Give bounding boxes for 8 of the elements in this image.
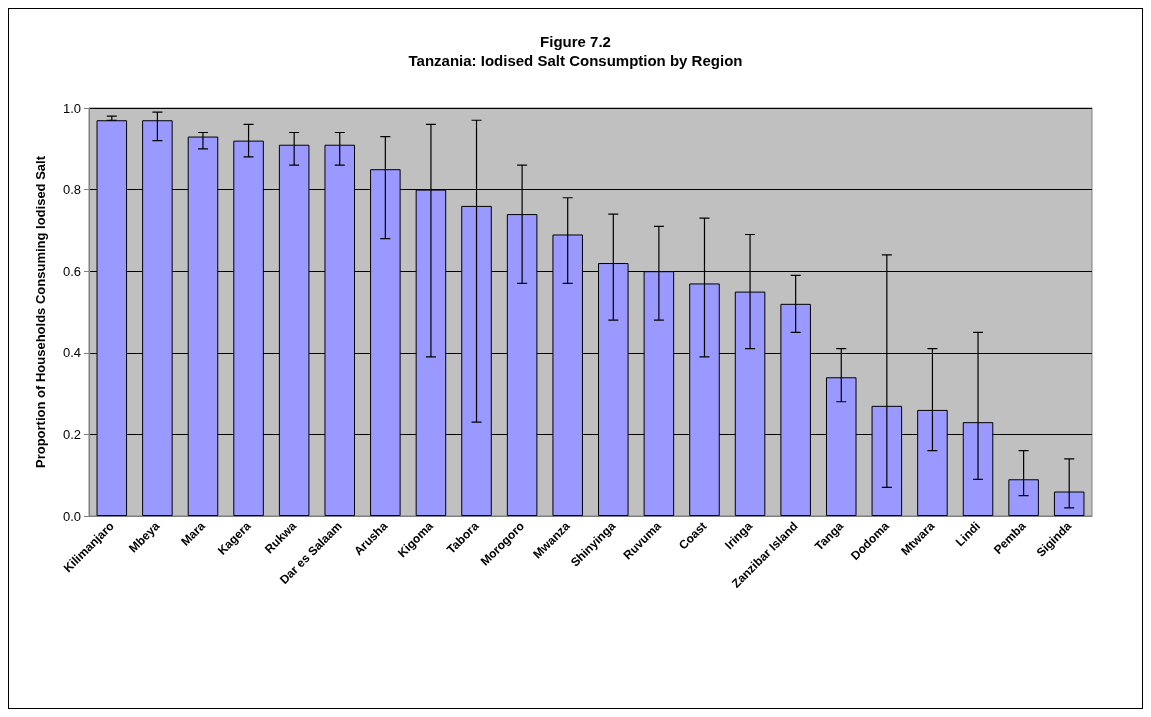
y-tick-label: 1.0	[62, 100, 81, 116]
chart-title: Figure 7.2 Tanzania: Iodised Salt Consumption by Region	[408, 33, 743, 69]
y-tick-label: 0.4	[62, 345, 81, 361]
y-tick-label: 0.8	[62, 182, 81, 198]
y-tick-label: 0.6	[62, 263, 81, 279]
y-tick-label: 0.2	[62, 426, 81, 442]
y-tick-label: 0.0	[62, 508, 81, 524]
y-axis-title: Proportion of Households Consuming Iodised Salt	[33, 155, 48, 468]
